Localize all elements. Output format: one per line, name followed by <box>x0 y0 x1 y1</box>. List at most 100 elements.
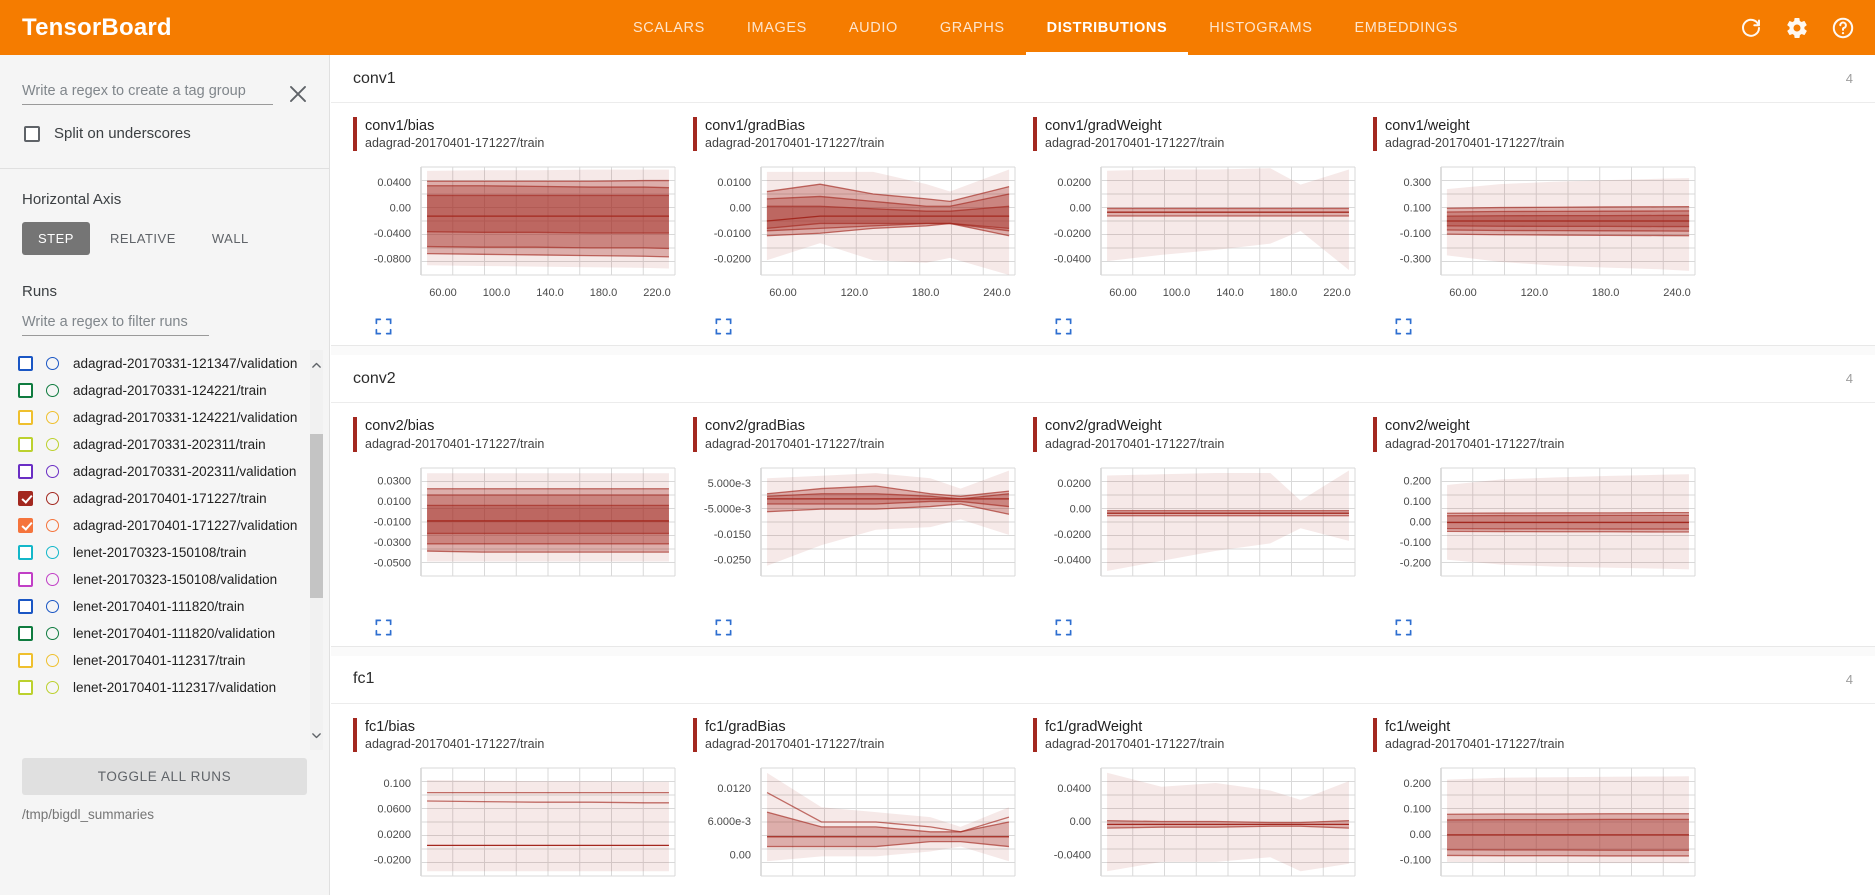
expand-chart-icon[interactable] <box>715 619 732 636</box>
group-header[interactable]: conv1 4 <box>331 55 1875 103</box>
tab-images[interactable]: IMAGES <box>746 19 807 36</box>
axis-option-step[interactable]: STEP <box>22 222 90 255</box>
chart-canvas[interactable]: 0.0200 0.00 -0.0200 -0.0400 <box>1033 460 1363 610</box>
run-list-item[interactable]: adagrad-20170331-124221/train <box>18 377 305 404</box>
run-list-item[interactable]: lenet-20170323-150108/validation <box>18 566 305 593</box>
distribution-plot[interactable]: 5.000e-3 -5.000e-3 -0.0150 -0.0250 <box>693 460 1023 610</box>
distribution-plot[interactable]: 0.0200 0.00 -0.0200 -0.0400 60.00 100.0 140.0 1… <box>1033 159 1363 309</box>
chart-canvas[interactable]: 0.100 0.0600 0.0200 -0.0200 <box>353 760 683 895</box>
expand-chart-icon[interactable] <box>715 318 732 335</box>
run-list-item[interactable]: lenet-20170401-112317/validation <box>18 674 305 701</box>
group-header[interactable]: fc1 4 <box>331 655 1875 704</box>
tag-group-regex-input[interactable] <box>22 81 273 105</box>
run-color-dot[interactable] <box>46 600 59 613</box>
help-icon[interactable] <box>1831 16 1855 40</box>
run-color-dot[interactable] <box>46 438 59 451</box>
run-list-item[interactable]: lenet-20170401-111820/train <box>18 593 305 620</box>
expand-chart-icon[interactable] <box>1395 318 1412 335</box>
run-checkbox[interactable] <box>18 626 33 641</box>
split-on-underscores-row[interactable]: Split on underscores <box>0 105 329 142</box>
run-checkbox[interactable] <box>18 410 33 425</box>
close-icon[interactable] <box>285 81 311 107</box>
axis-option-relative[interactable]: RELATIVE <box>94 222 192 255</box>
run-checkbox[interactable] <box>18 545 33 560</box>
expand-chart-icon[interactable] <box>1055 318 1072 335</box>
run-list-item[interactable]: adagrad-20170331-202311/train <box>18 431 305 458</box>
chart-canvas[interactable]: 0.0100 0.00 -0.0100 -0.0200 60.00 120.0 180.0 2… <box>693 159 1023 309</box>
tab-graphs[interactable]: GRAPHS <box>939 19 1005 36</box>
distribution-plot[interactable]: 0.0100 0.00 -0.0100 -0.0200 60.00 120.0 180.0 2… <box>693 159 1023 309</box>
run-checkbox[interactable] <box>18 653 33 668</box>
run-list-item[interactable]: lenet-20170401-112317/train <box>18 647 305 674</box>
chart-canvas[interactable]: 0.200 0.100 0.00 -0.100 -0.200 <box>1373 460 1703 610</box>
run-checkbox[interactable] <box>18 680 33 695</box>
tab-scalars[interactable]: SCALARS <box>633 19 705 36</box>
run-checkbox[interactable] <box>18 572 33 587</box>
run-list-item[interactable]: adagrad-20170401-171227/validation <box>18 512 305 539</box>
distribution-plot[interactable]: 0.0300 0.0100 -0.0100 -0.0300 -0.0500 <box>353 460 683 610</box>
run-color-dot[interactable] <box>46 465 59 478</box>
run-color-dot[interactable] <box>46 654 59 667</box>
chart-canvas[interactable]: 0.0300 0.0100 -0.0100 -0.0300 -0.0500 <box>353 460 683 610</box>
run-color-dot[interactable] <box>46 384 59 397</box>
tab-audio[interactable]: AUDIO <box>848 19 898 36</box>
tab-distributions[interactable]: DISTRIBUTIONS <box>1025 0 1189 55</box>
split-on-underscores-checkbox[interactable] <box>24 125 40 142</box>
tab-embeddings[interactable]: EMBEDDINGS <box>1354 19 1458 36</box>
run-checkbox[interactable] <box>18 491 33 506</box>
toggle-all-runs-button[interactable]: TOGGLE ALL RUNS <box>22 758 307 795</box>
distribution-plot[interactable]: 0.0400 0.00 -0.0400 <box>1033 760 1363 895</box>
scrollbar-thumb[interactable] <box>310 434 323 598</box>
refresh-icon[interactable] <box>1739 16 1763 40</box>
run-color-dot[interactable] <box>46 492 59 505</box>
chart-canvas[interactable]: 0.0400 0.00 -0.0400 <box>1033 760 1363 895</box>
run-list-scrollbar[interactable] <box>310 350 323 750</box>
distribution-plot[interactable]: 0.300 0.100 -0.100 -0.300 60.00 120.0 180.0 240… <box>1373 159 1703 309</box>
chevron-down-icon[interactable] <box>310 724 323 746</box>
distribution-plot[interactable]: 0.100 0.0600 0.0200 -0.0200 <box>353 760 683 895</box>
group-header[interactable]: conv2 4 <box>331 355 1875 404</box>
run-list-item[interactable]: adagrad-20170401-171227/train <box>18 485 305 512</box>
expand-chart-icon[interactable] <box>375 318 392 335</box>
run-color-dot[interactable] <box>46 627 59 640</box>
run-list[interactable]: adagrad-20170331-121347/validation adagra… <box>0 350 329 750</box>
run-color-dot[interactable] <box>46 411 59 424</box>
chevron-up-icon[interactable] <box>310 354 323 376</box>
run-color-dot[interactable] <box>46 573 59 586</box>
chart-canvas[interactable]: 0.0120 6.000e-3 0.00 <box>693 760 1023 895</box>
distributions-main-panel[interactable]: conv1 4 conv1/bias adagrad-20170401-171227/… <box>331 55 1875 895</box>
run-color-dot[interactable] <box>46 519 59 532</box>
expand-chart-icon[interactable] <box>1395 619 1412 636</box>
run-list-item[interactable]: lenet-20170323-150108/train <box>18 539 305 566</box>
run-list-item[interactable]: adagrad-20170331-121347/validation <box>18 350 305 377</box>
run-checkbox[interactable] <box>18 356 33 371</box>
run-checkbox[interactable] <box>18 437 33 452</box>
chart-canvas[interactable]: 0.200 0.100 0.00 -0.100 <box>1373 760 1703 895</box>
distribution-plot[interactable]: 0.0200 0.00 -0.0200 -0.0400 <box>1033 460 1363 610</box>
tab-histograms[interactable]: HISTOGRAMS <box>1209 19 1313 36</box>
chart-run-label: adagrad-20170401-171227/train <box>1045 436 1225 451</box>
run-color-dot[interactable] <box>46 681 59 694</box>
expand-chart-icon[interactable] <box>375 619 392 636</box>
run-list-item[interactable]: adagrad-20170331-124221/validation <box>18 404 305 431</box>
chart-canvas[interactable]: 5.000e-3 -5.000e-3 -0.0150 -0.0250 <box>693 460 1023 610</box>
axis-option-wall[interactable]: WALL <box>196 222 265 255</box>
run-checkbox[interactable] <box>18 599 33 614</box>
run-filter-regex-input[interactable] <box>22 312 209 336</box>
chart-canvas[interactable]: 0.0200 0.00 -0.0200 -0.0400 60.00 100.0 140.0 1… <box>1033 159 1363 309</box>
distribution-plot[interactable]: 0.200 0.100 0.00 -0.100 -0.200 <box>1373 460 1703 610</box>
distribution-plot[interactable]: 0.0400 0.00 -0.0400 -0.0800 60.00 100.0 140.0 1… <box>353 159 683 309</box>
run-color-dot[interactable] <box>46 357 59 370</box>
distribution-plot[interactable]: 0.200 0.100 0.00 -0.100 <box>1373 760 1703 895</box>
gear-icon[interactable] <box>1785 16 1809 40</box>
chart-canvas[interactable]: 0.0400 0.00 -0.0400 -0.0800 60.00 100.0 140.0 1… <box>353 159 683 309</box>
distribution-plot[interactable]: 0.0120 6.000e-3 0.00 <box>693 760 1023 895</box>
chart-canvas[interactable]: 0.300 0.100 -0.100 -0.300 60.00 120.0 180.0 240… <box>1373 159 1703 309</box>
run-color-dot[interactable] <box>46 546 59 559</box>
run-list-item[interactable]: lenet-20170401-111820/validation <box>18 620 305 647</box>
run-checkbox[interactable] <box>18 383 33 398</box>
expand-chart-icon[interactable] <box>1055 619 1072 636</box>
run-checkbox[interactable] <box>18 464 33 479</box>
run-checkbox[interactable] <box>18 518 33 533</box>
run-list-item[interactable]: adagrad-20170331-202311/validation <box>18 458 305 485</box>
